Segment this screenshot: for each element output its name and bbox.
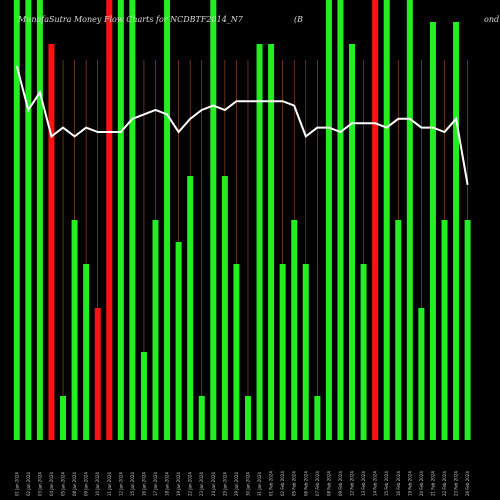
x-tick-label: 24 Jan 2024 — [211, 472, 216, 496]
x-tick-label: 18 Jan 2024 — [165, 472, 170, 496]
bar — [406, 0, 413, 440]
bar — [60, 396, 67, 440]
x-tick-label: 23 Feb 2024 — [454, 471, 459, 496]
x-tick-label: 23 Jan 2024 — [199, 472, 204, 496]
bar — [314, 396, 321, 440]
bar — [233, 264, 240, 440]
bar — [71, 220, 78, 440]
bar — [13, 0, 20, 440]
bar-series — [13, 0, 471, 440]
bar — [106, 0, 113, 440]
bar — [349, 44, 356, 440]
x-tick-label: 12 Feb 2024 — [350, 471, 355, 496]
bar — [429, 22, 436, 440]
x-tick-label: 05 Feb 2024 — [292, 471, 297, 496]
x-tick-label: 02 Feb 2024 — [280, 471, 285, 496]
x-tick-label: 15 Jan 2024 — [130, 472, 135, 496]
bar — [48, 44, 55, 440]
x-tick-label: 20 Feb 2024 — [419, 471, 424, 496]
bar — [175, 242, 182, 440]
x-tick-label: 01 Jan 2024 — [14, 472, 19, 496]
bar — [395, 220, 402, 440]
bar — [117, 0, 124, 440]
bar — [25, 0, 32, 440]
x-tick-label: 22 Jan 2024 — [188, 472, 193, 496]
x-tick-label: 04 Jan 2024 — [49, 472, 54, 496]
bar — [198, 396, 205, 440]
x-tick-label: 16 Jan 2024 — [141, 472, 146, 496]
x-tick-label: 19 Jan 2024 — [176, 472, 181, 496]
x-tick-label: 25 Jan 2024 — [222, 472, 227, 496]
x-tick-label: 13 Feb 2024 — [361, 471, 366, 496]
bar — [152, 220, 159, 440]
x-tick-label: 03 Jan 2024 — [37, 472, 42, 496]
bar — [164, 0, 171, 440]
x-tick-label: 09 Feb 2024 — [338, 471, 343, 496]
bar — [372, 0, 379, 440]
x-tick-label: 01 Feb 2024 — [269, 471, 274, 496]
x-tick-label: 08 Feb 2024 — [326, 471, 331, 496]
x-tick-label: 29 Jan 2024 — [234, 472, 239, 496]
bar — [464, 220, 471, 440]
bar — [418, 308, 425, 440]
x-tick-label: 11 Jan 2024 — [107, 472, 112, 496]
x-tick-label: 06 Feb 2024 — [303, 471, 308, 496]
bar — [268, 44, 275, 440]
x-tick-label: 02 Jan 2024 — [26, 472, 31, 496]
bar — [221, 176, 228, 440]
x-tick-label: 30 Jan 2024 — [245, 472, 250, 496]
chart-title-mid: (B — [294, 15, 303, 24]
bar — [36, 0, 43, 440]
x-tick-label: 22 Feb 2024 — [442, 471, 447, 496]
x-tick-label: 09 Jan 2024 — [84, 472, 89, 496]
bar — [383, 0, 390, 440]
chart-title-left: MunafaSutra Money Flow Charts for NCDBTF… — [17, 15, 244, 24]
bar — [337, 0, 344, 440]
x-tick-label: 31 Jan 2024 — [257, 472, 262, 496]
bar — [279, 264, 286, 440]
bar — [210, 0, 217, 440]
x-tick-label: 26 Feb 2024 — [465, 471, 470, 496]
x-tick-label: 10 Jan 2024 — [95, 472, 100, 496]
x-tick-label: 21 Feb 2024 — [430, 471, 435, 496]
bar — [291, 220, 298, 440]
x-tick-label: 08 Jan 2024 — [72, 472, 77, 496]
bar — [129, 0, 136, 440]
x-tick-label: 12 Jan 2024 — [118, 472, 123, 496]
x-tick-label: 17 Jan 2024 — [153, 472, 158, 496]
bar — [302, 264, 309, 440]
money-flow-line — [15, 65, 469, 185]
bar — [244, 396, 251, 440]
bar — [360, 264, 367, 440]
x-tick-labels: 01 Jan 2024 02 Jan 2024 03 Jan 2024 04 Jan … — [14, 471, 470, 496]
x-tick-label: 14 Feb 2024 — [373, 471, 378, 496]
x-tick-label: 05 Jan 2024 — [61, 472, 66, 496]
x-tick-label: 16 Feb 2024 — [396, 471, 401, 496]
x-tick-label: 19 Feb 2024 — [407, 471, 412, 496]
bar — [187, 176, 194, 440]
chart-title-right: ond — [484, 15, 499, 24]
bar — [441, 220, 448, 440]
bar — [325, 0, 332, 440]
bar — [140, 352, 147, 440]
x-tick-label: 15 Feb 2024 — [384, 471, 389, 496]
bar — [94, 308, 101, 440]
bar — [83, 264, 90, 440]
bar — [256, 44, 263, 440]
bar — [453, 22, 460, 440]
x-tick-label: 07 Feb 2024 — [315, 471, 320, 496]
